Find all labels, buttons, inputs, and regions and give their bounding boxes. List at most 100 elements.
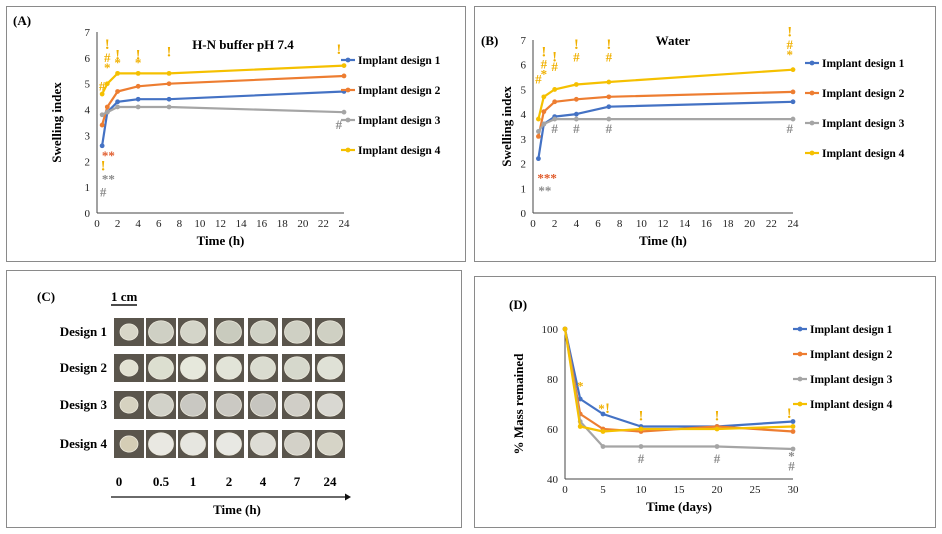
significance-mark: * bbox=[114, 55, 121, 70]
significance-mark: # bbox=[535, 72, 542, 87]
data-point bbox=[541, 94, 547, 100]
data-point bbox=[606, 116, 612, 122]
series-line-1 bbox=[537, 100, 794, 159]
y-tick-label: 1 bbox=[521, 183, 527, 195]
significance-mark: # bbox=[551, 121, 558, 136]
y-axis-label: Swelling index bbox=[499, 86, 514, 167]
x-tick-label: 30 bbox=[788, 484, 800, 496]
panel-c: (C) 1 cm Design 1 Design 2 Design 3 Design … bbox=[6, 270, 462, 528]
data-point bbox=[541, 121, 547, 127]
x-tick-label: 22 bbox=[766, 218, 777, 230]
legend-entry: Implant design 1 bbox=[810, 324, 893, 336]
data-point bbox=[577, 396, 583, 402]
data-point bbox=[541, 109, 547, 115]
time-arrow-head bbox=[345, 493, 351, 501]
significance-mark: # bbox=[787, 121, 794, 136]
data-point bbox=[638, 444, 644, 449]
significance-mark: * bbox=[787, 47, 794, 62]
y-tick-label: 4 bbox=[85, 105, 91, 117]
x-tick-label: 22 bbox=[318, 218, 329, 230]
implant-disc bbox=[317, 432, 343, 456]
data-point bbox=[341, 73, 347, 79]
implant-disc bbox=[119, 396, 139, 414]
implant-disc bbox=[317, 356, 343, 380]
row-label: Design 1 bbox=[60, 324, 107, 339]
data-point bbox=[115, 89, 120, 94]
legend-swatch-dot bbox=[809, 90, 815, 96]
y-axis-label: % Mass remained bbox=[511, 353, 526, 455]
panel-a: (A) 0 2 4 6 8 10 12 14 16 18 20 22 24 0 1 2 3 4 5 6 7 H-N buf… bbox=[6, 6, 466, 262]
implant-disc bbox=[148, 320, 174, 344]
row-label: Design 3 bbox=[60, 397, 108, 412]
y-tick-label: 3 bbox=[521, 134, 527, 146]
panel-label-b: (B) bbox=[481, 33, 498, 48]
y-tick-label: 5 bbox=[85, 79, 91, 91]
y-tick-label: 7 bbox=[85, 27, 91, 39]
row-label: Design 2 bbox=[60, 360, 107, 375]
x-tick-label: 12 bbox=[658, 218, 669, 230]
significance-mark: ! bbox=[105, 37, 110, 53]
x-tick-label: 2 bbox=[552, 218, 558, 230]
data-point bbox=[606, 104, 612, 110]
time-label: 1 bbox=[190, 474, 197, 489]
implant-disc bbox=[180, 320, 206, 344]
legend-entry: Implant design 2 bbox=[822, 88, 905, 100]
legend-entry: Implant design 2 bbox=[810, 349, 893, 361]
x-tick-label: 8 bbox=[617, 218, 623, 230]
series-line-4 bbox=[537, 68, 794, 120]
panel-label-a: (A) bbox=[13, 13, 31, 28]
data-point bbox=[166, 70, 172, 76]
data-point bbox=[790, 429, 796, 434]
data-point bbox=[790, 419, 796, 424]
implant-disc bbox=[216, 393, 242, 417]
implant-disc bbox=[119, 323, 139, 341]
data-point bbox=[99, 91, 105, 97]
implant-disc bbox=[250, 432, 276, 456]
legend-entry: Implant design 4 bbox=[810, 399, 893, 411]
significance-mark: ! bbox=[787, 406, 792, 422]
data-point bbox=[536, 133, 541, 139]
y-axis-label: Swelling index bbox=[49, 82, 64, 163]
series-line-1 bbox=[101, 90, 345, 146]
significance-mark: ! bbox=[101, 158, 106, 174]
significance-mark: * bbox=[577, 379, 584, 394]
series-line-4 bbox=[563, 328, 794, 433]
significance-mark: ! bbox=[715, 409, 720, 425]
implant-disc bbox=[180, 432, 206, 456]
implant-disc bbox=[284, 432, 310, 456]
significance-mark: * bbox=[104, 60, 111, 75]
significance-mark: ** bbox=[102, 171, 115, 186]
implant-disc bbox=[216, 432, 242, 456]
significance-mark: # bbox=[99, 78, 106, 93]
legend-entry: Implant design 3 bbox=[822, 118, 905, 130]
implant-disc bbox=[250, 393, 276, 417]
data-point bbox=[573, 116, 579, 122]
panel-label-d: (D) bbox=[509, 297, 527, 312]
x-tick-label: 14 bbox=[236, 218, 248, 230]
data-point bbox=[600, 444, 606, 449]
legend-swatch-dot bbox=[809, 60, 815, 66]
data-point bbox=[606, 94, 612, 100]
significance-mark: ! bbox=[167, 45, 172, 61]
significance-mark: *** bbox=[537, 170, 557, 185]
data-point bbox=[714, 444, 720, 449]
significance-mark: ! bbox=[552, 49, 557, 65]
y-tick-label: 7 bbox=[521, 35, 527, 47]
y-tick-label: 3 bbox=[85, 130, 91, 142]
x-tick-label: 18 bbox=[277, 218, 289, 230]
row-label: Design 4 bbox=[60, 436, 108, 451]
legend-entry: Implant design 1 bbox=[358, 55, 441, 67]
y-tick-label: 2 bbox=[521, 159, 527, 171]
x-tick-label: 12 bbox=[215, 218, 226, 230]
legend-swatch-dot bbox=[345, 87, 351, 93]
data-point bbox=[135, 83, 141, 89]
legend-entry: Implant design 4 bbox=[822, 148, 905, 160]
x-axis-label: Time (h) bbox=[197, 233, 245, 248]
x-tick-label: 14 bbox=[679, 218, 691, 230]
series-line-1 bbox=[563, 328, 794, 428]
data-point bbox=[104, 104, 110, 110]
significance-mark: # bbox=[541, 57, 548, 72]
implant-disc bbox=[180, 393, 206, 417]
significance-mark: * bbox=[541, 67, 548, 82]
